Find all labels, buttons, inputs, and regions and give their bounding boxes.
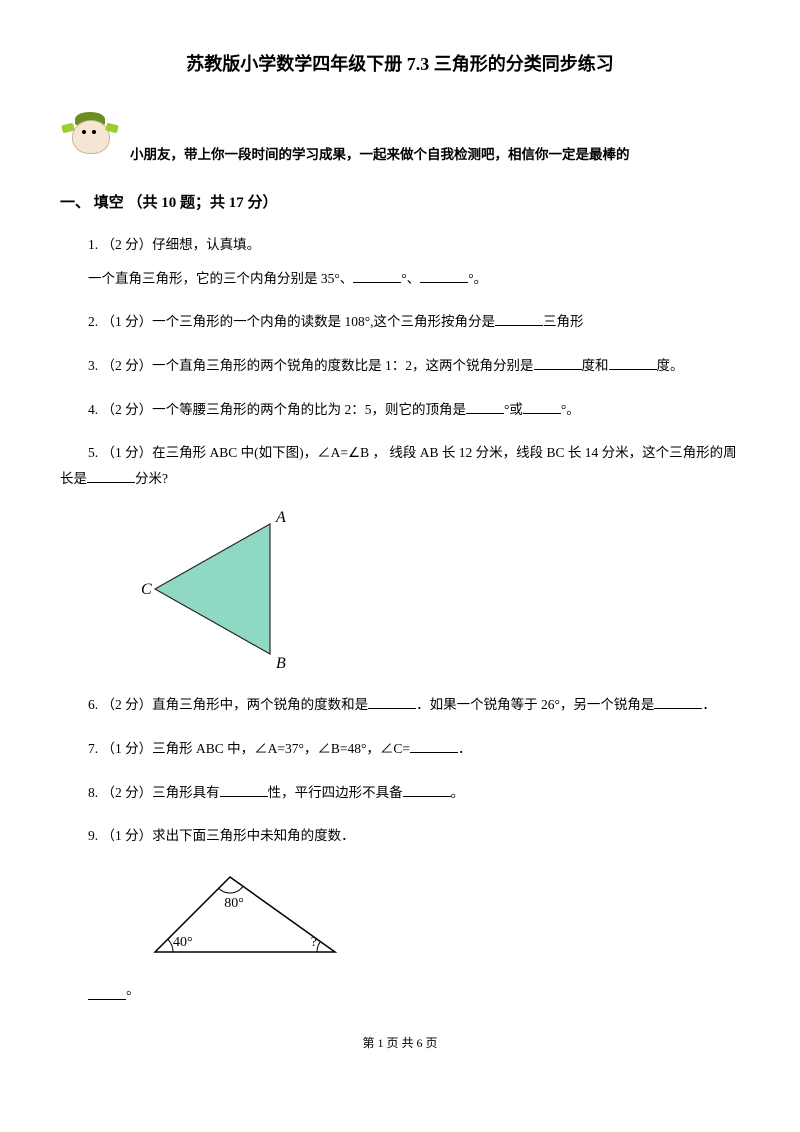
q6-text-c: ． (702, 697, 716, 712)
vertex-label-c: C (141, 581, 152, 598)
q9-answer: ° (60, 985, 740, 1004)
q1-prefix: 1. （2 分）仔细想，认真填。 (60, 232, 740, 258)
blank-input[interactable] (466, 399, 504, 414)
question-3: 3. （2 分）一个直角三角形的两个锐角的度数比是 1：2，这两个锐角分别是 度和… (60, 353, 740, 379)
q8-text-c: 。 (451, 785, 465, 800)
blank-input[interactable] (495, 311, 543, 326)
blank-input[interactable] (88, 985, 126, 1000)
question-5: 5. （1 分）在三角形 ABC 中(如下图)，∠A=∠B ， 线段 AB 长 … (60, 440, 740, 491)
question-2: 2. （1 分）一个三角形的一个内角的读数是 108°,这个三角形按角分是 三角形 (60, 309, 740, 335)
q1-text-c: °。 (468, 271, 487, 286)
blank-input[interactable] (420, 268, 468, 283)
blank-input[interactable] (368, 694, 416, 709)
q7-text-b: ． (458, 741, 472, 756)
section-header: 一、 填空 （共 10 题；共 17 分） (60, 191, 740, 212)
blank-input[interactable] (353, 268, 401, 283)
question-7: 7. （1 分）三角形 ABC 中，∠A=37°，∠B=48°，∠C= ． (60, 736, 740, 762)
page-footer: 第 1 页 共 6 页 (60, 1034, 740, 1051)
q5-line1: 5. （1 分）在三角形 ABC 中(如下图)，∠A=∠B ， 线段 AB 长 … (60, 440, 740, 466)
blank-input[interactable] (523, 399, 561, 414)
triangle-abc-svg: A B C (140, 509, 310, 674)
q1-body: 一个直角三角形，它的三个内角分别是 35°、 °、 °。 (60, 266, 740, 292)
q7-text-a: 7. （1 分）三角形 ABC 中，∠A=37°，∠B=48°，∠C= (88, 741, 410, 756)
q5-text-c: 分米? (135, 471, 168, 486)
triangle-angles-figure: 80° 40° ? (60, 867, 740, 967)
blank-input[interactable] (609, 355, 657, 370)
blank-input[interactable] (87, 468, 135, 483)
q5-line2: 长是 分米? (60, 466, 740, 492)
answer-suffix: ° (126, 988, 131, 1003)
q2-text-b: 三角形 (543, 314, 584, 329)
blank-input[interactable] (403, 782, 451, 797)
page-title: 苏教版小学数学四年级下册 7.3 三角形的分类同步练习 (60, 50, 740, 76)
q8-text-b: 性，平行四边形不具备 (268, 785, 403, 800)
page-root: 苏教版小学数学四年级下册 7.3 三角形的分类同步练习 小朋友，带上你一段时间的… (0, 0, 800, 1081)
vertex-label-a: A (275, 509, 286, 526)
q1-text-b: °、 (401, 271, 420, 286)
blank-input[interactable] (410, 738, 458, 753)
section-title: 填空 (94, 195, 124, 211)
mascot-icon (60, 106, 120, 166)
intro-row: 小朋友，带上你一段时间的学习成果，一起来做个自我检测吧，相信你一定是最棒的 (60, 106, 740, 166)
q3-text-c: 度。 (657, 358, 684, 373)
question-1: 1. （2 分）仔细想，认真填。 一个直角三角形，它的三个内角分别是 35°、 °… (60, 232, 740, 291)
angle-label-left: 40° (173, 935, 193, 950)
triangle-angles-svg: 80° 40° ? (140, 867, 355, 967)
q4-text-b: °或 (504, 402, 523, 417)
q8-text-a: 8. （2 分）三角形具有 (88, 785, 220, 800)
q3-text-a: 3. （2 分）一个直角三角形的两个锐角的度数比是 1：2，这两个锐角分别是 (88, 358, 534, 373)
vertex-label-b: B (276, 655, 286, 672)
q6-text-a: 6. （2 分）直角三角形中，两个锐角的度数和是 (88, 697, 368, 712)
section-meta: （共 10 题；共 17 分） (128, 195, 278, 211)
question-6: 6. （2 分）直角三角形中，两个锐角的度数和是 ．如果一个锐角等于 26°，另一… (60, 692, 740, 718)
q5-text-b: 长是 (60, 471, 87, 486)
blank-input[interactable] (220, 782, 268, 797)
section-number: 一、 (60, 195, 90, 211)
question-9: 9. （1 分）求出下面三角形中未知角的度数． (60, 823, 740, 849)
question-8: 8. （2 分）三角形具有 性，平行四边形不具备 。 (60, 780, 740, 806)
q4-text-a: 4. （2 分）一个等腰三角形的两个角的比为 2：5，则它的顶角是 (88, 402, 466, 417)
question-4: 4. （2 分）一个等腰三角形的两个角的比为 2：5，则它的顶角是 °或 °。 (60, 397, 740, 423)
angle-label-right: ? (311, 935, 317, 950)
blank-input[interactable] (534, 355, 582, 370)
q4-text-c: °。 (561, 402, 580, 417)
intro-text: 小朋友，带上你一段时间的学习成果，一起来做个自我检测吧，相信你一定是最棒的 (130, 144, 630, 166)
blank-input[interactable] (654, 694, 702, 709)
q2-text-a: 2. （1 分）一个三角形的一个内角的读数是 108°,这个三角形按角分是 (88, 314, 495, 329)
angle-label-top: 80° (224, 896, 244, 911)
q6-text-b: ．如果一个锐角等于 26°，另一个锐角是 (416, 697, 654, 712)
triangle-abc-figure: A B C (60, 509, 740, 674)
q1-text-a: 一个直角三角形，它的三个内角分别是 35°、 (88, 271, 353, 286)
q3-text-b: 度和 (582, 358, 609, 373)
